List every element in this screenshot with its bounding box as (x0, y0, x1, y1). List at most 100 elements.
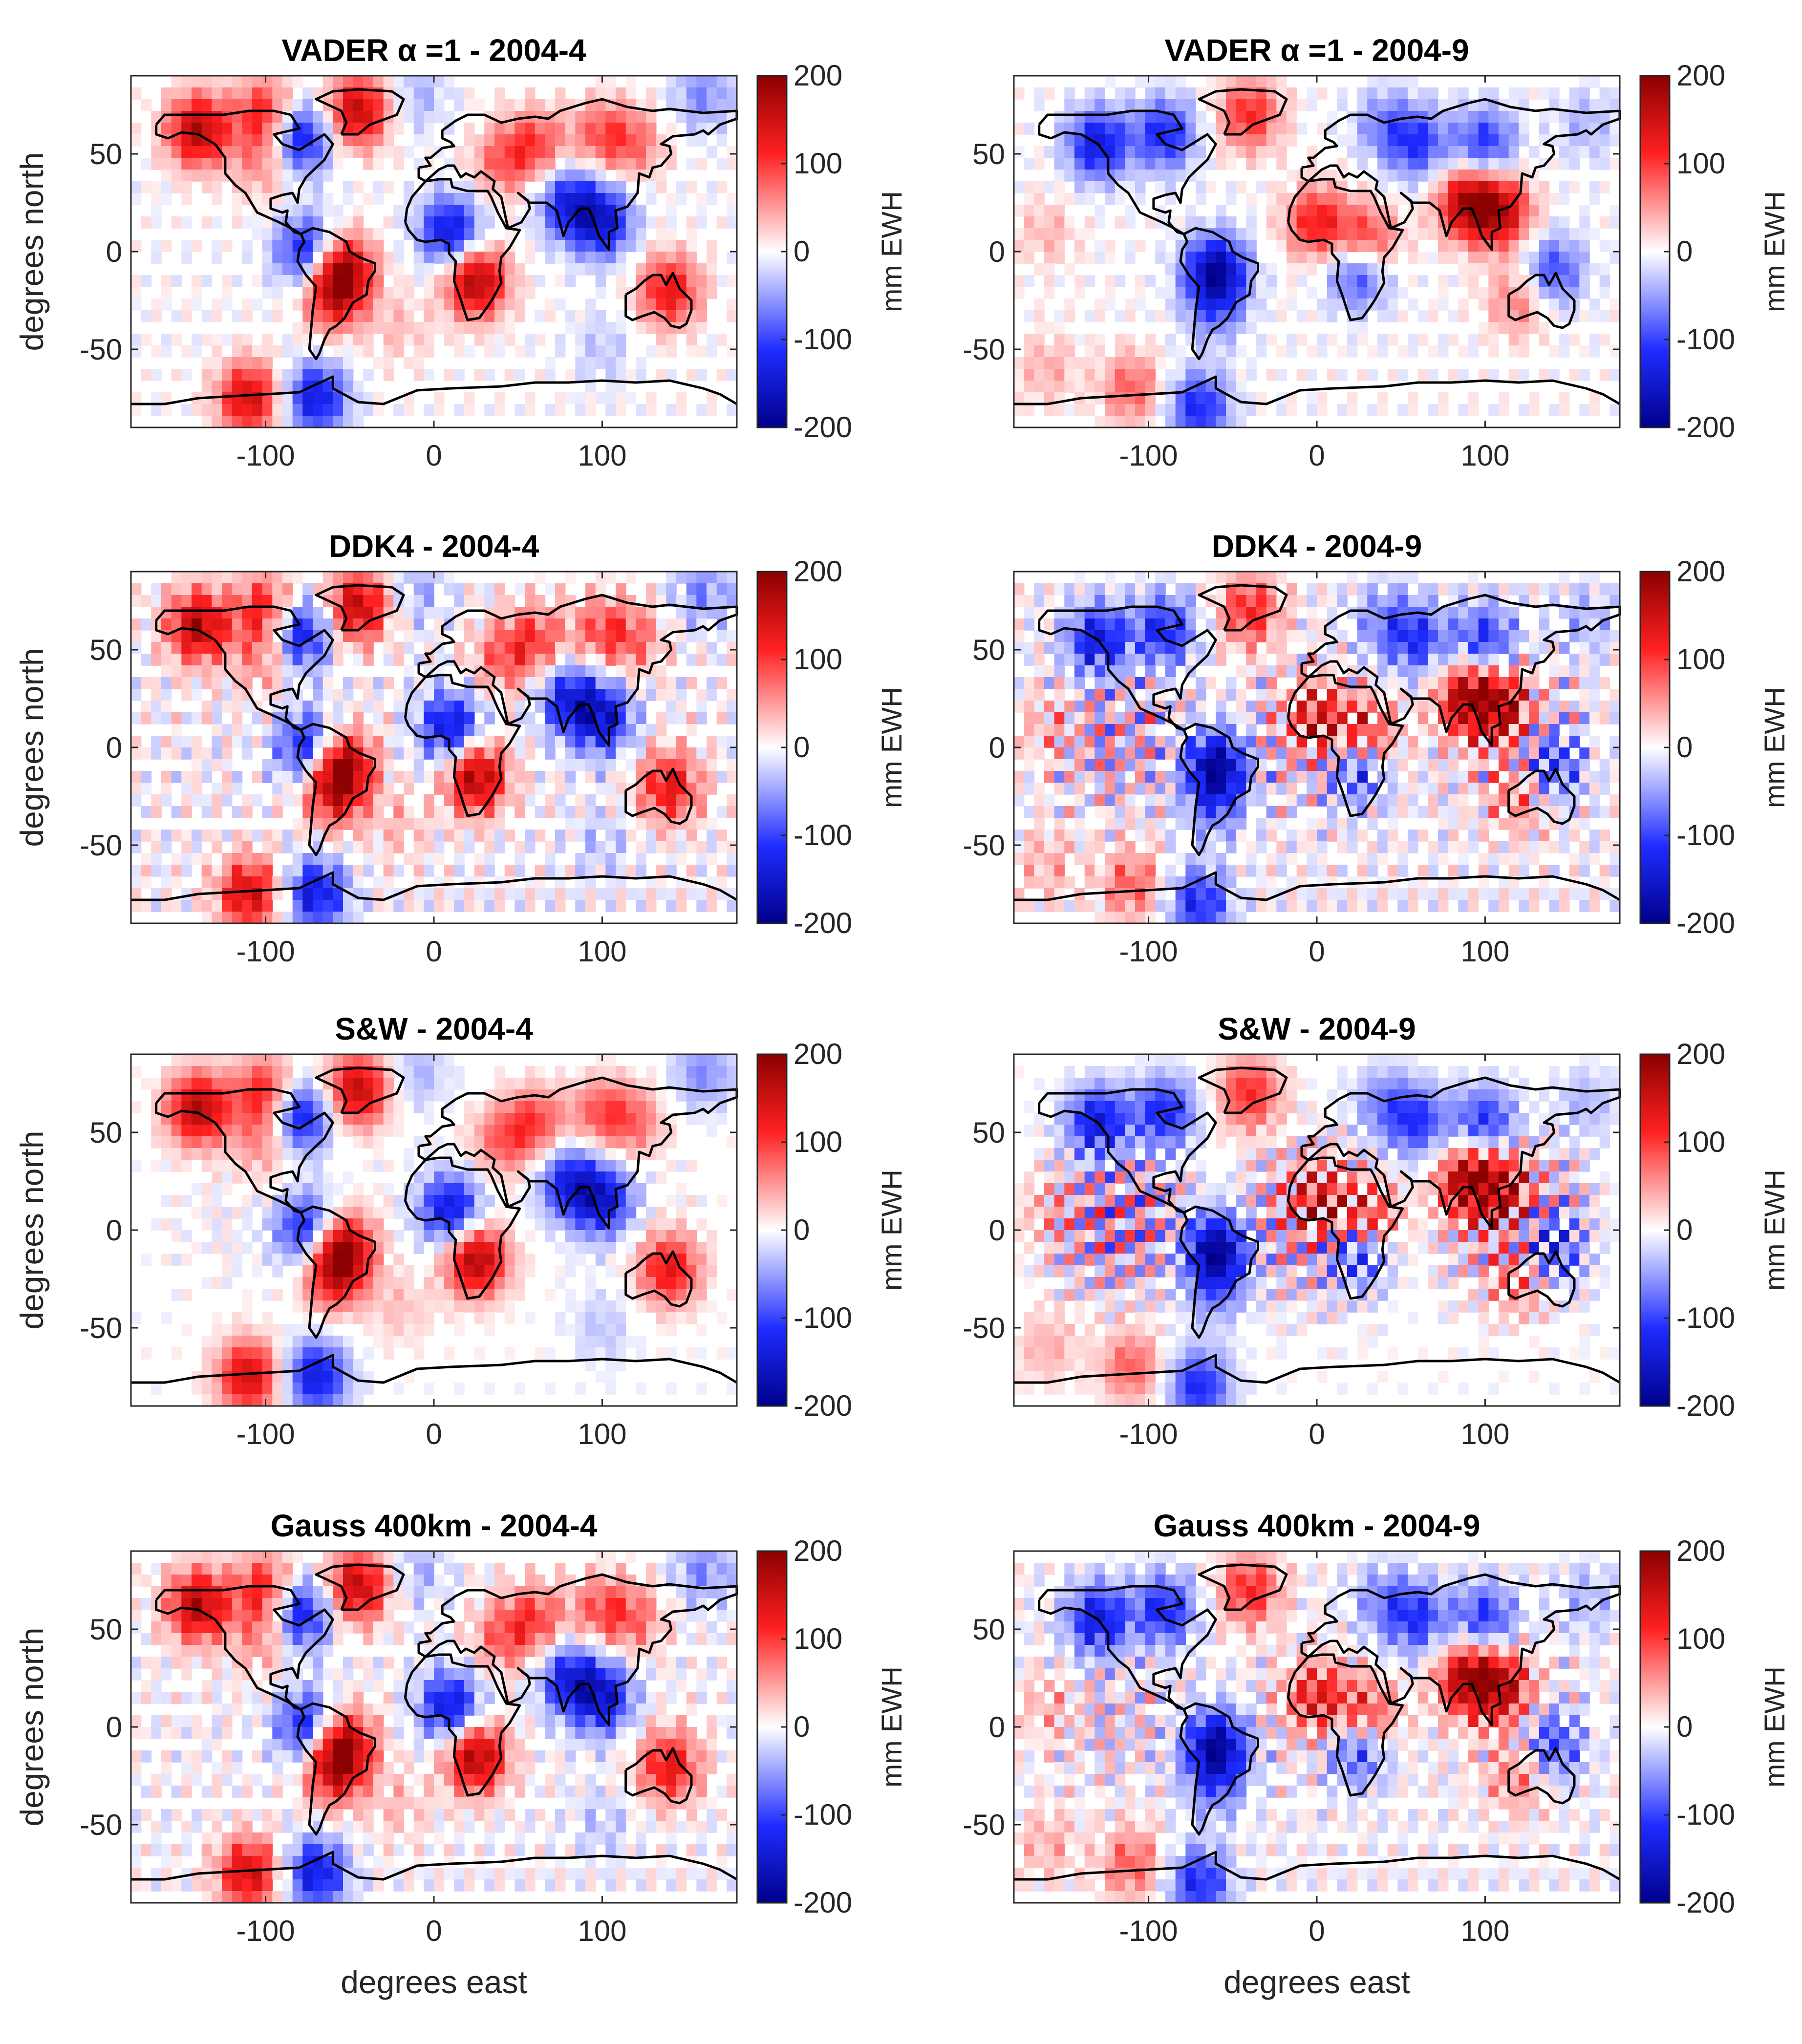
heatmap-cell (141, 99, 152, 111)
heatmap-cell (1428, 783, 1438, 795)
heatmap-cell (474, 298, 485, 311)
heatmap-cell (151, 134, 162, 147)
heatmap-cell (1408, 665, 1418, 678)
heatmap-cell (1115, 99, 1126, 111)
heatmap-cell (413, 357, 425, 369)
heatmap-cell (1226, 216, 1237, 229)
heatmap-cell (1357, 99, 1368, 111)
heatmap-cell (1559, 736, 1570, 748)
heatmap-cell (1347, 216, 1358, 229)
y-tick-label: 50 (972, 138, 1005, 170)
heatmap-cell (1226, 228, 1237, 240)
heatmap-cell (212, 404, 222, 416)
heatmap-cell (464, 228, 475, 240)
heatmap-cell (1094, 240, 1105, 252)
heatmap-cell (1397, 404, 1408, 416)
heatmap-cell (1276, 654, 1287, 666)
heatmap-cell (555, 345, 566, 358)
heatmap-cell (222, 287, 233, 299)
colorbar-tick-label: -100 (1676, 323, 1735, 356)
heatmap-cell (272, 181, 283, 193)
heatmap-cell (636, 357, 646, 369)
heatmap-cell (575, 876, 586, 889)
heatmap-cell (272, 876, 283, 889)
heatmap-cell (201, 170, 213, 182)
heatmap-cell (464, 298, 475, 311)
heatmap-cell (383, 900, 394, 912)
heatmap-cell (353, 607, 364, 619)
heatmap-cell (1094, 381, 1105, 393)
heatmap-cell (707, 747, 717, 760)
heatmap-cell (474, 583, 485, 596)
heatmap-cell (1296, 263, 1308, 276)
heatmap-cell (353, 630, 364, 642)
heatmap-cell (1609, 747, 1620, 760)
heatmap-cell (282, 345, 293, 358)
heatmap-cell (1327, 310, 1338, 322)
coastline (404, 178, 521, 321)
heatmap-cell (1327, 595, 1338, 607)
heatmap-cell (646, 193, 657, 205)
heatmap-cell (1024, 181, 1035, 193)
heatmap-cell (1266, 642, 1277, 654)
heatmap-cell (716, 677, 728, 689)
heatmap-cell (201, 607, 213, 619)
heatmap-cell (1458, 654, 1469, 666)
heatmap-cell (1034, 783, 1045, 795)
heatmap-cell (353, 830, 364, 842)
heatmap-cell (424, 205, 434, 217)
heatmap-cell (212, 345, 222, 358)
heatmap-cell (1408, 275, 1418, 287)
heatmap-cell (575, 334, 586, 346)
heatmap-cell (545, 357, 556, 369)
heatmap-cell (1266, 76, 1277, 88)
heatmap-cell (707, 607, 717, 619)
heatmap-cell (1448, 87, 1459, 100)
heatmap-cell (1448, 334, 1459, 346)
heatmap-cell (171, 134, 182, 147)
heatmap-cell (605, 747, 616, 760)
heatmap-cell (1287, 618, 1297, 631)
heatmap-cell (1438, 665, 1449, 678)
heatmap-cell (353, 111, 364, 123)
heatmap-cell (504, 771, 515, 783)
heatmap-cell (727, 771, 737, 783)
heatmap-cell (616, 747, 626, 760)
heatmap-cell (646, 736, 657, 748)
heatmap-cell (454, 642, 465, 654)
heatmap-cell (454, 322, 465, 334)
heatmap-cell (464, 345, 475, 358)
heatmap-cell (222, 900, 233, 912)
heatmap-cell (1084, 736, 1095, 748)
heatmap-cell (1357, 240, 1368, 252)
heatmap-cell (1185, 607, 1196, 619)
heatmap-cell (201, 216, 213, 229)
heatmap-cell (1569, 158, 1580, 170)
heatmap-cell (151, 900, 162, 912)
heatmap-cell (1438, 771, 1449, 783)
heatmap-cell (1478, 263, 1489, 276)
heatmap-cell (535, 630, 546, 642)
heatmap-cell (646, 900, 657, 912)
heatmap-cell (383, 677, 394, 689)
heatmap-cell (484, 806, 495, 818)
heatmap-cell (1125, 595, 1136, 607)
heatmap-cell (1044, 642, 1055, 654)
heatmap-cell (161, 654, 172, 666)
heatmap-cell (232, 912, 243, 924)
heatmap-cell (515, 642, 525, 654)
heatmap-cell (454, 888, 465, 900)
heatmap-cell (353, 806, 364, 818)
heatmap-cell (444, 369, 455, 381)
heatmap-cell (1367, 240, 1378, 252)
heatmap-cell (424, 76, 434, 88)
heatmap-cell (404, 146, 414, 158)
heatmap-cell (1377, 99, 1388, 111)
heatmap-cell (141, 853, 152, 865)
heatmap-cell (302, 654, 313, 666)
heatmap-cell (1307, 193, 1317, 205)
heatmap-cell (474, 865, 485, 877)
heatmap-cell (363, 736, 374, 748)
heatmap-cell (494, 345, 505, 358)
heatmap-cell (1417, 369, 1429, 381)
